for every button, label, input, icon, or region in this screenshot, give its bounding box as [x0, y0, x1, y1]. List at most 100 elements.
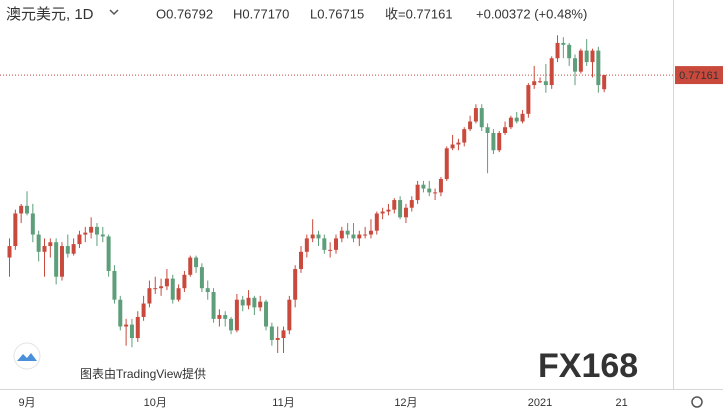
settings-icon[interactable] — [691, 396, 703, 408]
dropdown-icon[interactable] — [109, 9, 119, 16]
candle-body — [89, 226, 94, 233]
chart-title: 澳元美元, 1D — [6, 6, 94, 23]
candle-body — [549, 58, 554, 86]
candle-body — [491, 132, 496, 151]
candle-body — [520, 113, 525, 122]
candle-body — [141, 303, 146, 317]
candle-body — [473, 108, 478, 122]
candle-body — [462, 129, 467, 143]
candle-body — [124, 324, 129, 327]
candle-body — [409, 200, 414, 208]
header-change: +0.00372 (+0.48%) — [476, 6, 587, 21]
candle-body — [444, 148, 449, 179]
candle-body — [269, 326, 274, 340]
candle-body — [118, 299, 123, 327]
candle-body — [147, 288, 152, 304]
candle-body — [293, 269, 298, 300]
candle-body — [182, 274, 187, 289]
candle-body — [561, 42, 566, 45]
candle-body — [281, 330, 286, 339]
x-tick-label: 12月 — [394, 397, 417, 409]
candle-body — [129, 324, 134, 339]
candle-body — [304, 238, 309, 252]
price-label: 0.77161 — [679, 70, 719, 82]
candle-body — [199, 267, 204, 289]
header-high: H0.77170 — [233, 6, 289, 21]
candle-body — [264, 301, 269, 327]
candle-body — [112, 270, 117, 300]
candle-body — [194, 257, 199, 268]
candle-body — [205, 288, 210, 293]
header-open: O0.76792 — [156, 6, 213, 21]
candle-body — [30, 213, 35, 235]
candle-body — [223, 315, 228, 319]
candle-body — [240, 299, 245, 306]
header-close: 收=0.77161 — [385, 6, 453, 21]
candle-body — [438, 178, 443, 193]
candle-body — [392, 200, 397, 210]
tv-logo — [13, 342, 41, 370]
header-low: L0.76715 — [310, 6, 364, 21]
candle-body — [252, 297, 257, 308]
candle-body — [351, 234, 356, 239]
candle-body — [368, 230, 373, 235]
candle-body — [159, 286, 164, 289]
candle-body — [328, 249, 333, 251]
candle-body — [479, 108, 484, 128]
candle-body — [602, 75, 607, 90]
candle-body — [468, 121, 473, 130]
candle-body — [538, 81, 543, 83]
brand-logo: FX168 — [538, 347, 638, 385]
candle-body — [170, 278, 175, 300]
candle-body — [71, 244, 76, 254]
x-tick-label: 9月 — [18, 397, 35, 409]
candle-body — [363, 234, 368, 236]
candle-body — [403, 207, 408, 218]
candle-body — [584, 50, 589, 63]
candle-body — [322, 238, 327, 250]
candle-body — [106, 236, 111, 271]
candle-body — [380, 211, 385, 214]
candle-body — [188, 257, 193, 275]
candle-body — [526, 85, 531, 114]
candle-body — [398, 200, 403, 218]
candle-body — [543, 81, 548, 86]
candle-body — [374, 213, 379, 231]
candle-body — [217, 315, 222, 319]
candle-body — [83, 232, 88, 235]
candle-body — [421, 184, 426, 189]
candle-body — [386, 209, 391, 212]
candle-body — [514, 117, 519, 122]
candle-body — [77, 234, 82, 245]
candle-body — [555, 42, 560, 59]
candle-body — [211, 292, 216, 319]
candle-body — [229, 318, 234, 331]
candle-body — [299, 251, 304, 270]
candle-body — [433, 192, 438, 194]
candle-body — [13, 213, 18, 247]
candle-body — [567, 44, 572, 59]
candle-body — [415, 184, 420, 201]
candle-body — [532, 81, 537, 86]
candle-body — [19, 205, 24, 214]
candle-body — [450, 144, 455, 149]
candle-body — [54, 242, 59, 277]
candle-body — [164, 278, 169, 287]
tv-logo-mark — [17, 353, 37, 361]
candle-body — [357, 234, 362, 239]
candle-body — [100, 234, 105, 237]
price-label-box — [675, 66, 723, 85]
watermark: 图表由TradingView提供 — [80, 366, 206, 381]
candle-body — [596, 50, 601, 86]
candle-body — [316, 234, 321, 239]
x-tick-label: 21 — [616, 397, 628, 409]
x-tick-label: 10月 — [144, 397, 167, 409]
candle-body — [427, 188, 432, 193]
candle-body — [503, 127, 508, 133]
candle-body — [497, 132, 502, 151]
candle-body — [456, 142, 461, 145]
plot — [7, 35, 607, 353]
x-tick-label: 11月 — [272, 397, 294, 409]
